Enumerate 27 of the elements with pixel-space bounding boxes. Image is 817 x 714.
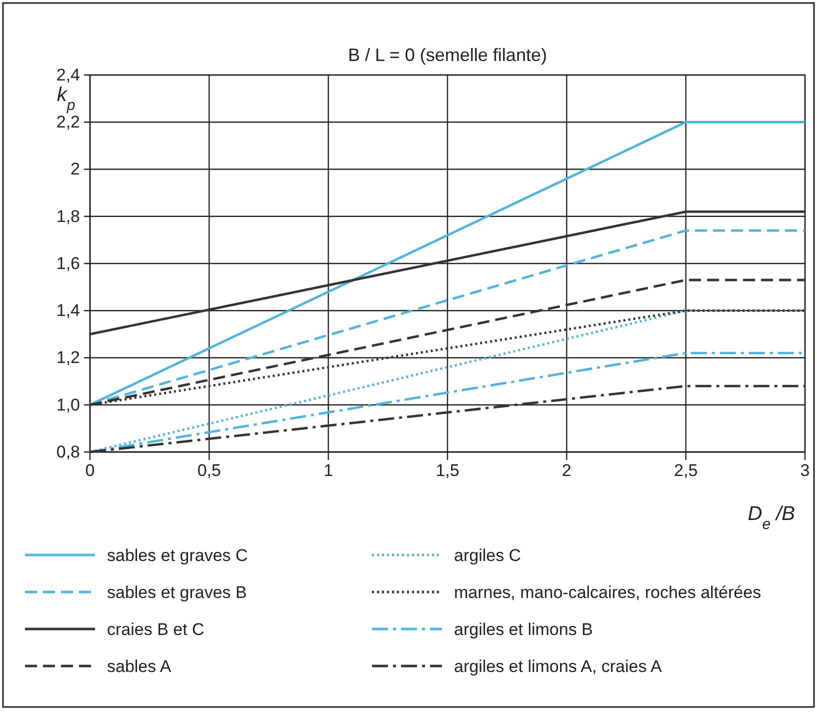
x-tick-label: 2 xyxy=(562,461,572,480)
y-tick-label: 2,4 xyxy=(56,65,80,84)
y-tick-label: 1,8 xyxy=(56,206,80,226)
legend-label: marnes, mano-calcaires, roches altérées xyxy=(454,583,762,602)
x-tick-label: 1,5 xyxy=(436,461,460,480)
x-tick-label: 1 xyxy=(324,461,334,480)
y-axis-title: k$_{p}$ xyxy=(56,84,76,114)
x-tick-label: 3 xyxy=(800,461,810,480)
y-tick-label: 2 xyxy=(70,160,80,179)
y-tick-label: 0,8 xyxy=(56,442,80,462)
x-tick-label: 0 xyxy=(85,461,95,480)
legend-label: sables et graves C xyxy=(107,546,248,565)
chart-title: B / L = 0 (semelle filante) xyxy=(348,45,547,65)
x-axis-title: D$_{e}$ /B xyxy=(748,503,795,532)
legend-label: argiles et limons A, craies A xyxy=(454,657,663,676)
legend-label: sables A xyxy=(107,657,172,676)
legend-label: sables et graves B xyxy=(107,583,247,602)
y-tick-label: 1,2 xyxy=(56,348,80,368)
y-tick-label: 1,0 xyxy=(56,395,80,414)
legend-label: argiles et limons B xyxy=(454,620,593,639)
x-tick-label: 2,5 xyxy=(674,461,698,480)
y-tick-label: 2,2 xyxy=(56,112,80,132)
y-tick-label: 1,4 xyxy=(56,301,80,320)
legend-label: argiles C xyxy=(454,546,522,565)
x-tick-label: 0,5 xyxy=(197,461,221,480)
y-tick-label: 1,6 xyxy=(56,254,80,273)
legend-label: craies B et C xyxy=(107,620,204,639)
